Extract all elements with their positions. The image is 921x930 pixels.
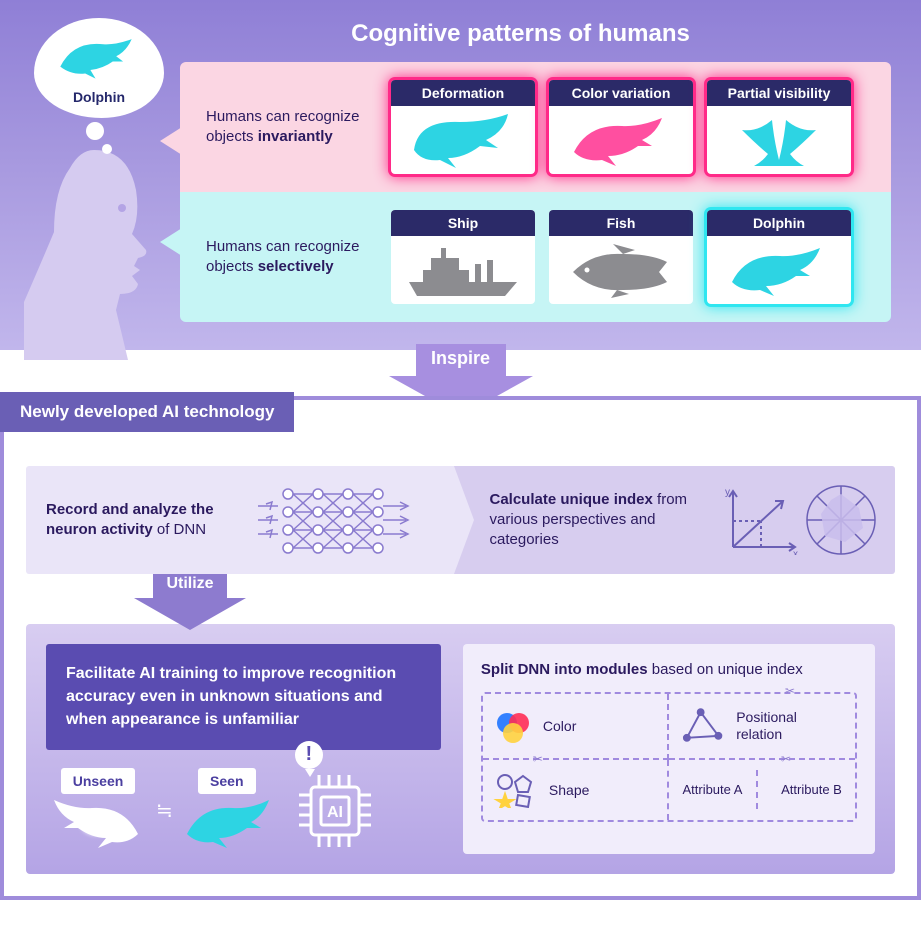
invariant-panel: Humans can recognize objects invariantly…	[180, 62, 891, 192]
svg-text:x: x	[793, 549, 798, 555]
card-ship: Ship	[391, 210, 535, 304]
record-analyze-text: Record and analyze the neuron activity o…	[46, 500, 258, 541]
radar-chart-icon	[801, 480, 881, 560]
card-deformation: Deformation	[391, 80, 535, 174]
unseen-tag: Unseen	[61, 768, 136, 794]
venn-icon	[493, 709, 533, 743]
cognitive-patterns-section: Cognitive patterns of humans Dolphin	[0, 0, 921, 350]
card-label: Deformation	[391, 80, 535, 106]
selective-text: Humans can recognize objects selectively	[206, 237, 391, 278]
approx-icon: ≒	[156, 798, 169, 823]
dolphin-tail-icon	[724, 112, 834, 168]
module-positional: Positional relation	[669, 694, 855, 760]
ai-chip-icon: AI	[291, 769, 379, 853]
human-silhouette-icon	[24, 150, 164, 360]
module-attr-a: Attribute A	[669, 770, 758, 810]
dolphin-deformed-icon	[408, 112, 518, 168]
neural-network-icon	[258, 480, 438, 560]
card-label: Partial visibility	[707, 80, 851, 106]
shapes-icon	[493, 772, 539, 808]
selective-panel: Humans can recognize objects selectively…	[180, 192, 891, 322]
split-title: Split DNN into modules based on unique i…	[481, 660, 857, 680]
card-label: Ship	[391, 210, 535, 236]
module-grid: ✂ Color	[481, 692, 857, 822]
section-title: Cognitive patterns of humans	[150, 20, 891, 48]
ai-technology-section: Newly developed AI technology Record and…	[0, 396, 921, 900]
outcome-panel: Facilitate AI training to improve recogn…	[26, 624, 895, 874]
thought-label: Dolphin	[73, 89, 125, 105]
unseen-dolphin-icon	[50, 794, 146, 854]
seen-dolphin-icon	[179, 794, 275, 854]
svg-text:AI: AI	[327, 804, 343, 821]
module-color: Color	[483, 694, 669, 760]
split-modules-panel: Split DNN into modules based on unique i…	[463, 644, 875, 854]
dolphin-pink-icon	[566, 112, 676, 168]
dolphin-icon	[724, 242, 834, 298]
card-label: Fish	[549, 210, 693, 236]
inspire-label: Inspire	[431, 348, 490, 369]
card-partial-visibility: Partial visibility	[707, 80, 851, 174]
utilize-arrow: Utilize	[90, 574, 290, 630]
seen-tag: Seen	[198, 768, 255, 794]
analysis-strip: Record and analyze the neuron activity o…	[26, 466, 895, 574]
section-badge: Newly developed AI technology	[0, 392, 294, 432]
card-dolphin: Dolphin	[707, 210, 851, 304]
module-shape: ✂ Shape	[483, 760, 669, 820]
card-label: Dolphin	[707, 210, 851, 236]
facilitate-text: Facilitate AI training to improve recogn…	[46, 644, 441, 750]
svg-text:y: y	[725, 487, 730, 498]
fish-icon	[563, 242, 679, 298]
dolphin-icon	[56, 31, 142, 85]
module-attributes: Attribute A ✂ Attribute B	[669, 760, 855, 820]
xy-chart-icon: x y	[723, 485, 801, 555]
alert-icon: !	[295, 741, 323, 769]
card-fish: Fish	[549, 210, 693, 304]
card-label: Color variation	[549, 80, 693, 106]
utilize-label: Utilize	[166, 575, 213, 593]
thought-bubble: Dolphin	[34, 18, 164, 118]
card-color-variation: Color variation	[549, 80, 693, 174]
module-attr-b: Attribute B	[768, 770, 855, 810]
calculate-index-text: Calculate unique index from various pers…	[490, 490, 724, 551]
ship-icon	[405, 242, 521, 298]
invariant-text: Humans can recognize objects invariantly	[206, 107, 391, 148]
triangle-graph-icon	[679, 706, 726, 746]
